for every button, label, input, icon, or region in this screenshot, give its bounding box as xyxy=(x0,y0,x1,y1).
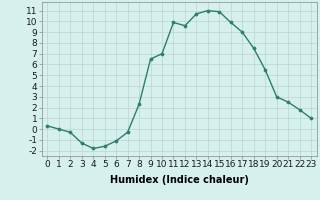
X-axis label: Humidex (Indice chaleur): Humidex (Indice chaleur) xyxy=(110,175,249,185)
